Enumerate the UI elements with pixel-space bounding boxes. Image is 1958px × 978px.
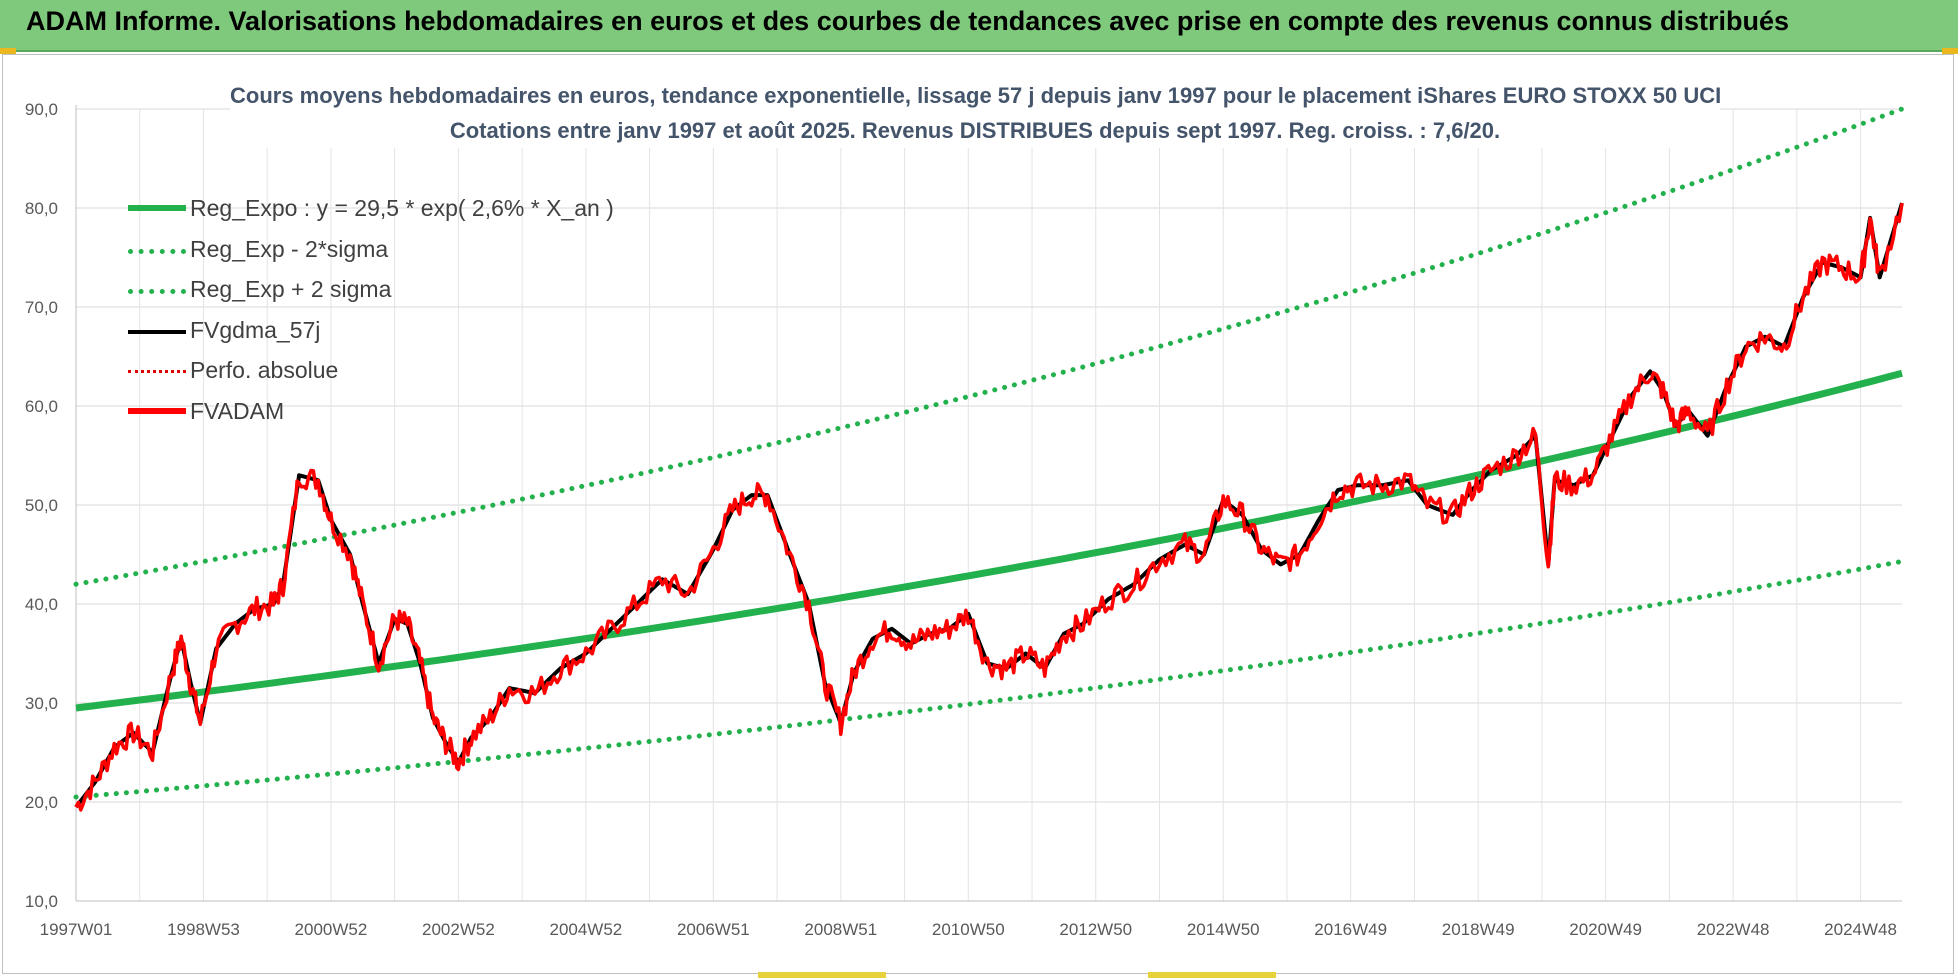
y-tick-label: 50,0	[25, 496, 58, 515]
y-tick-label: 60,0	[25, 397, 58, 416]
series-reg-exp-plus	[73, 106, 1905, 587]
chart-grid	[75, 105, 1902, 902]
y-tick-label: 90,0	[25, 100, 58, 119]
report-title: ADAM Informe. Valorisations hebdomadaire…	[26, 6, 1790, 36]
series-reg-exp-minus	[73, 558, 1905, 800]
x-tick-label: 2016W49	[1314, 920, 1387, 939]
corner-accent-left	[0, 48, 16, 54]
x-tick-label: 2006W51	[677, 920, 750, 939]
x-axis-labels: 1997W01 1998W53 2000W52 2002W52 2004W52 2006W…	[40, 920, 1897, 939]
corner-accent-right	[1942, 48, 1958, 54]
bottom-accent-1	[758, 972, 886, 978]
legend-label-fvadam: FVADAM	[190, 397, 285, 424]
y-tick-label: 20,0	[25, 793, 58, 812]
y-tick-label: 10,0	[25, 892, 58, 911]
x-tick-label: 1998W53	[167, 920, 240, 939]
chart-frame	[2, 54, 1954, 974]
x-tick-label: 2024W48	[1824, 920, 1897, 939]
x-tick-label: 2000W52	[295, 920, 368, 939]
x-tick-label: 2008W51	[804, 920, 877, 939]
y-tick-label: 70,0	[25, 298, 58, 317]
legend-swatch-fvadam	[128, 407, 186, 414]
x-tick-label: 2022W48	[1697, 920, 1770, 939]
y-tick-label: 80,0	[25, 199, 58, 218]
legend-swatch-reg-exp-minus	[128, 248, 186, 254]
legend-label-perfo: Perfo. absolue	[190, 357, 339, 383]
chart-series	[73, 106, 1905, 812]
x-tick-label: 2020W49	[1569, 920, 1642, 939]
x-tick-label: 1997W01	[40, 920, 113, 939]
legend-label-reg-exp-plus: Reg_Exp + 2 sigma	[190, 276, 392, 302]
legend-swatch-reg-expo	[128, 205, 186, 211]
y-tick-label: 40,0	[25, 595, 58, 614]
y-axis-labels: 10,0 20,0 30,0 40,0 50,0 60,0 70,0 80,0 90,0	[25, 100, 58, 911]
bottom-accent-2	[1148, 972, 1276, 978]
legend-label-fvgdma: FVgdma_57j	[190, 316, 321, 343]
chart-title-line1: Cours moyens hebdomadaires en euros, ten…	[230, 83, 1722, 108]
x-tick-label: 2012W50	[1059, 920, 1132, 939]
y-tick-label: 30,0	[25, 694, 58, 713]
series-fvadam	[74, 202, 1904, 812]
legend-label-reg-exp-minus: Reg_Exp - 2*sigma	[190, 235, 389, 262]
chart-title-line2: Cotations entre janv 1997 et août 2025. …	[449, 118, 1501, 143]
x-tick-label: 2014W50	[1187, 920, 1260, 939]
x-tick-label: 2004W52	[549, 920, 622, 939]
report-header: ADAM Informe. Valorisations hebdomadaire…	[0, 0, 1958, 52]
x-tick-label: 2018W49	[1442, 920, 1515, 939]
chart-title: Cours moyens hebdomadaires en euros, ten…	[230, 78, 1722, 148]
legend-label-reg-expo: Reg_Expo : y = 29,5 * exp( 2,6% * X_an )	[190, 195, 614, 221]
x-tick-label: 2002W52	[422, 920, 495, 939]
legend-swatch-fvgdma	[128, 329, 186, 334]
x-tick-label: 2010W50	[932, 920, 1005, 939]
legend-swatch-perfo	[128, 370, 186, 373]
legend-swatch-reg-exp-plus	[128, 289, 186, 294]
